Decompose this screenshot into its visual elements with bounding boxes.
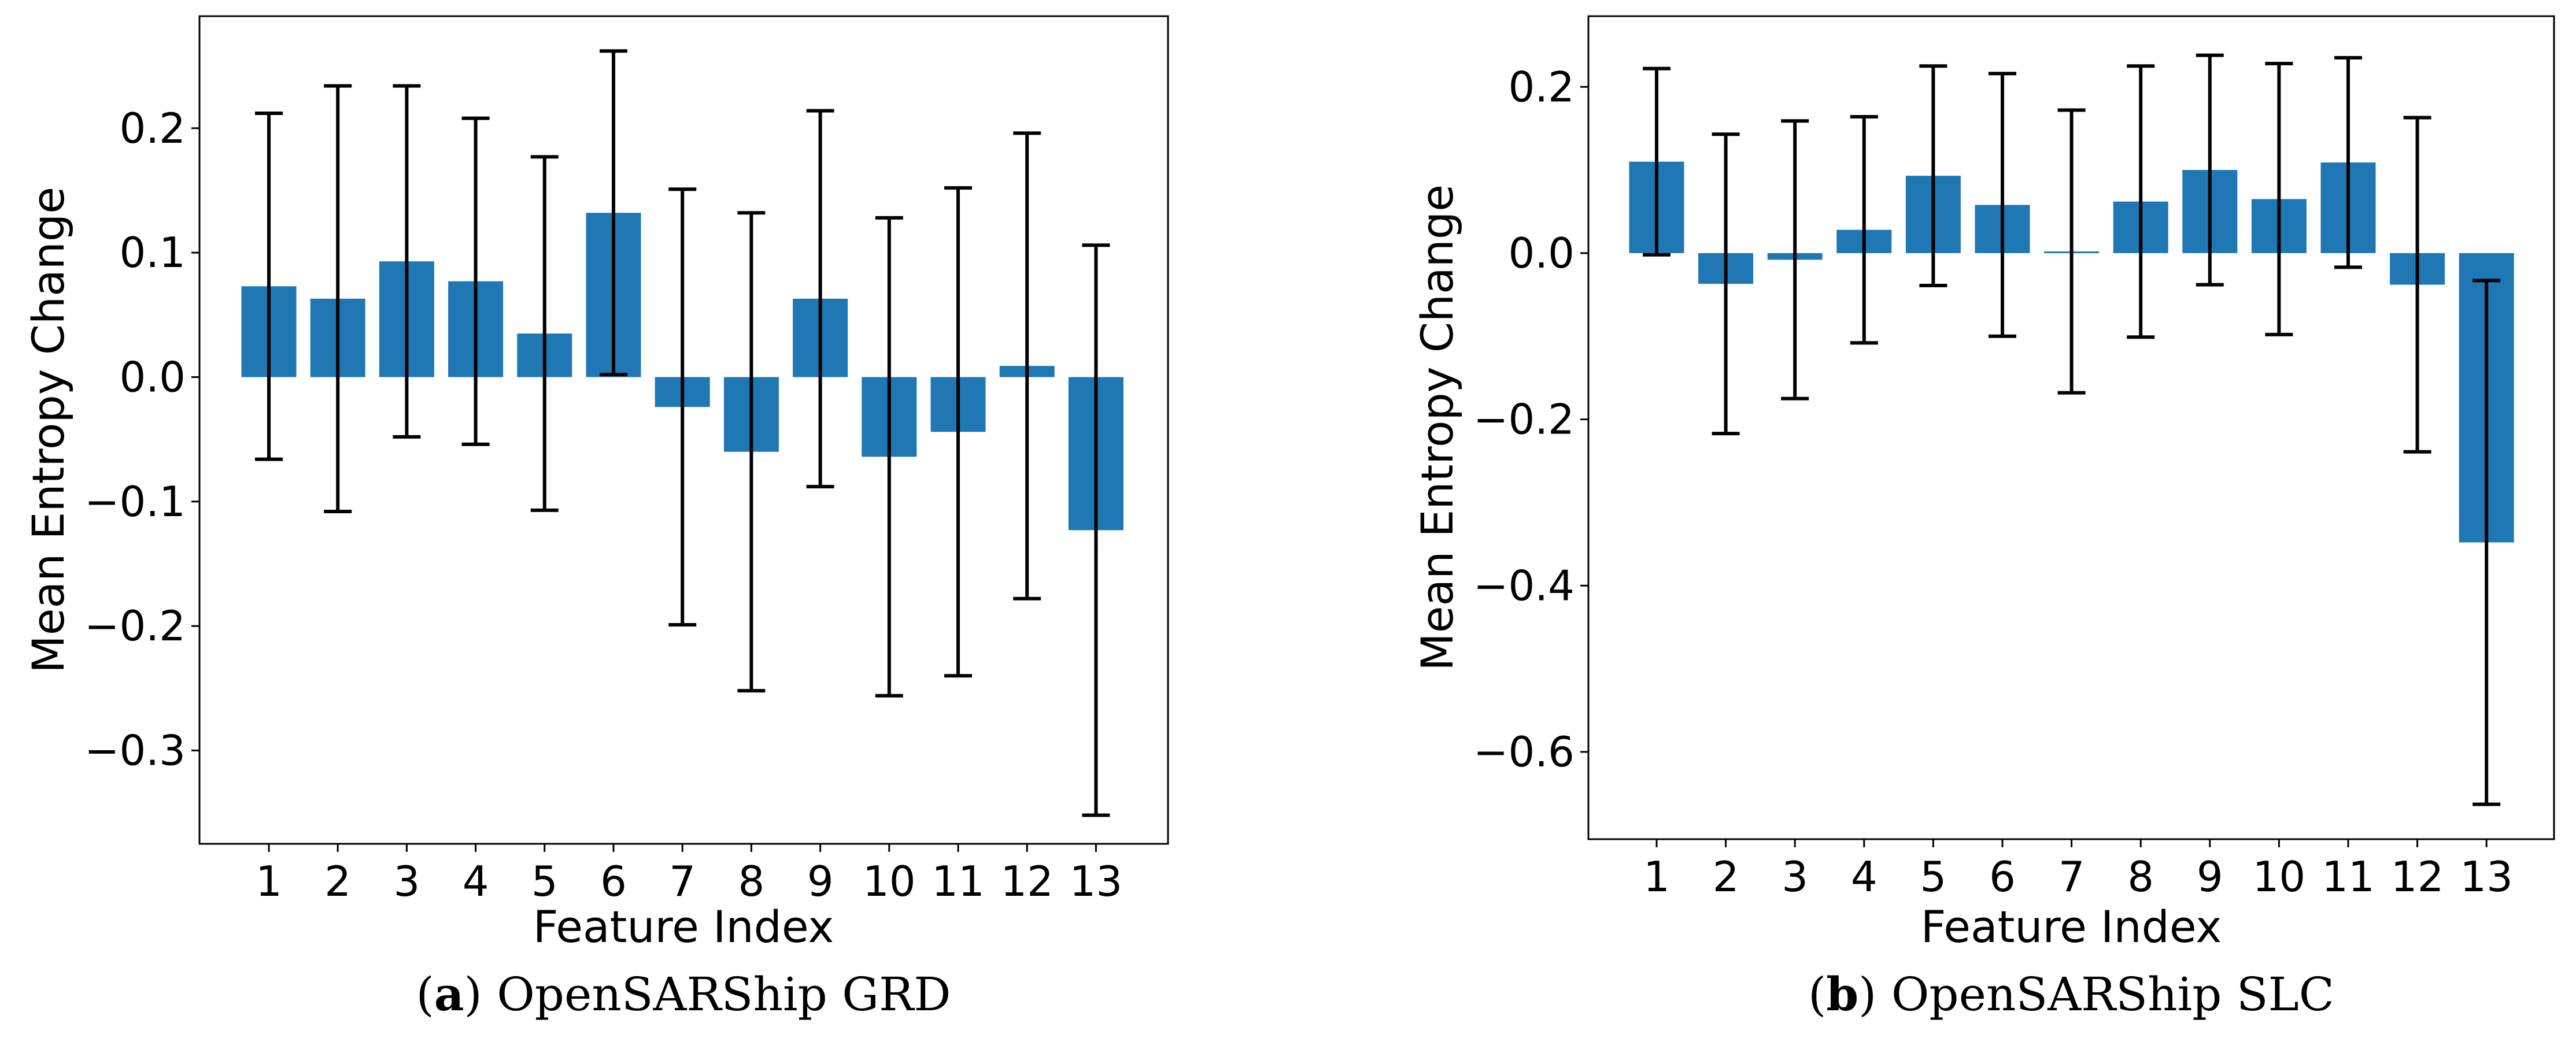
x-tick-label: 11: [2322, 852, 2375, 901]
y-tick-label: −0.6: [1473, 728, 1575, 776]
y-tick-label: 0.2: [1508, 62, 1575, 111]
x-axis-label: Feature Index: [1921, 901, 2222, 952]
x-tick-label: 9: [2197, 852, 2223, 901]
y-tick-label: 0.2: [119, 104, 186, 153]
x-tick-label: 1: [1643, 852, 1670, 901]
y-tick-label: 0.1: [119, 228, 186, 277]
x-tick-label: 7: [669, 857, 696, 906]
x-tick-label: 4: [463, 857, 489, 906]
x-tick-label: 10: [863, 857, 916, 906]
x-tick-label: 6: [600, 857, 627, 906]
x-tick-label: 9: [807, 857, 834, 906]
x-tick-label: 12: [1000, 857, 1054, 906]
x-tick-label: 6: [1989, 852, 2016, 901]
x-tick-label: 2: [324, 857, 351, 906]
error-bars-group: [255, 49, 1110, 817]
x-tick-label: 7: [2058, 852, 2085, 901]
caption-text: OpenSARShip SLC: [1891, 967, 2334, 1021]
caption-letter: a: [434, 967, 464, 1021]
x-tick-label: 8: [2127, 852, 2154, 901]
y-tick-label: 0.0: [119, 353, 186, 401]
y-tick-label: −0.2: [1473, 395, 1575, 444]
y-axis-ticks: 0.2 0.0 −0.2 −0.4 −0.6: [1473, 62, 1588, 776]
panel-caption: (a) OpenSARShip GRD: [416, 967, 951, 1021]
caption-letter: b: [1826, 967, 1858, 1021]
y-tick-label: −0.2: [84, 602, 186, 650]
chart-panel-b: 0.20.0−0.2−0.4−0.6 1 2 3 4 5 6 7 8 9 10 11 12 13 Fea…: [1411, 15, 2555, 1021]
x-tick-label: 11: [932, 857, 985, 906]
x-tick-label: 5: [1920, 852, 1946, 901]
x-tick-label: 5: [531, 857, 558, 906]
y-tick-label: −0.1: [84, 477, 186, 526]
chart-panel-a: 0.20.10.0−0.1−0.2−0.3 1 2 3 4 5 6 7 8 9 10 11 12 13 …: [23, 15, 1169, 1021]
x-tick-label: 2: [1713, 852, 1739, 901]
error-bars-group: [1643, 53, 2501, 806]
y-axis-label: Mean Entropy Change: [1411, 184, 1463, 671]
x-tick-label: 13: [1070, 857, 1123, 906]
caption-text: OpenSARShip GRD: [497, 967, 951, 1021]
x-tick-label: 12: [2391, 852, 2444, 901]
y-tick-label: −0.3: [84, 726, 186, 774]
x-axis-label: Feature Index: [533, 901, 834, 952]
x-tick-label: 13: [2460, 852, 2513, 901]
x-tick-label: 3: [1782, 852, 1808, 901]
y-tick-label: 0.0: [1508, 229, 1575, 277]
x-tick-label: 10: [2253, 852, 2306, 901]
x-tick-label: 4: [1851, 852, 1878, 901]
panel-caption: (b) OpenSARShip SLC: [1808, 967, 2334, 1021]
x-axis-ticks: 1 2 3 4 5 6 7 8 9 10 11 12 13: [1643, 839, 2513, 901]
y-axis-ticks: 0.2 0.1 0.0 −0.1 −0.2 −0.3: [84, 104, 199, 774]
y-axis-label: Mean Entropy Change: [23, 187, 74, 673]
x-tick-label: 8: [738, 857, 764, 906]
x-tick-label: 3: [393, 857, 420, 906]
x-tick-label: 1: [256, 857, 282, 906]
y-tick-label: −0.4: [1473, 561, 1575, 610]
x-axis-ticks: 1 2 3 4 5 6 7 8 9 10 11 12 13: [256, 844, 1122, 906]
plot-frame: [198, 15, 1169, 845]
